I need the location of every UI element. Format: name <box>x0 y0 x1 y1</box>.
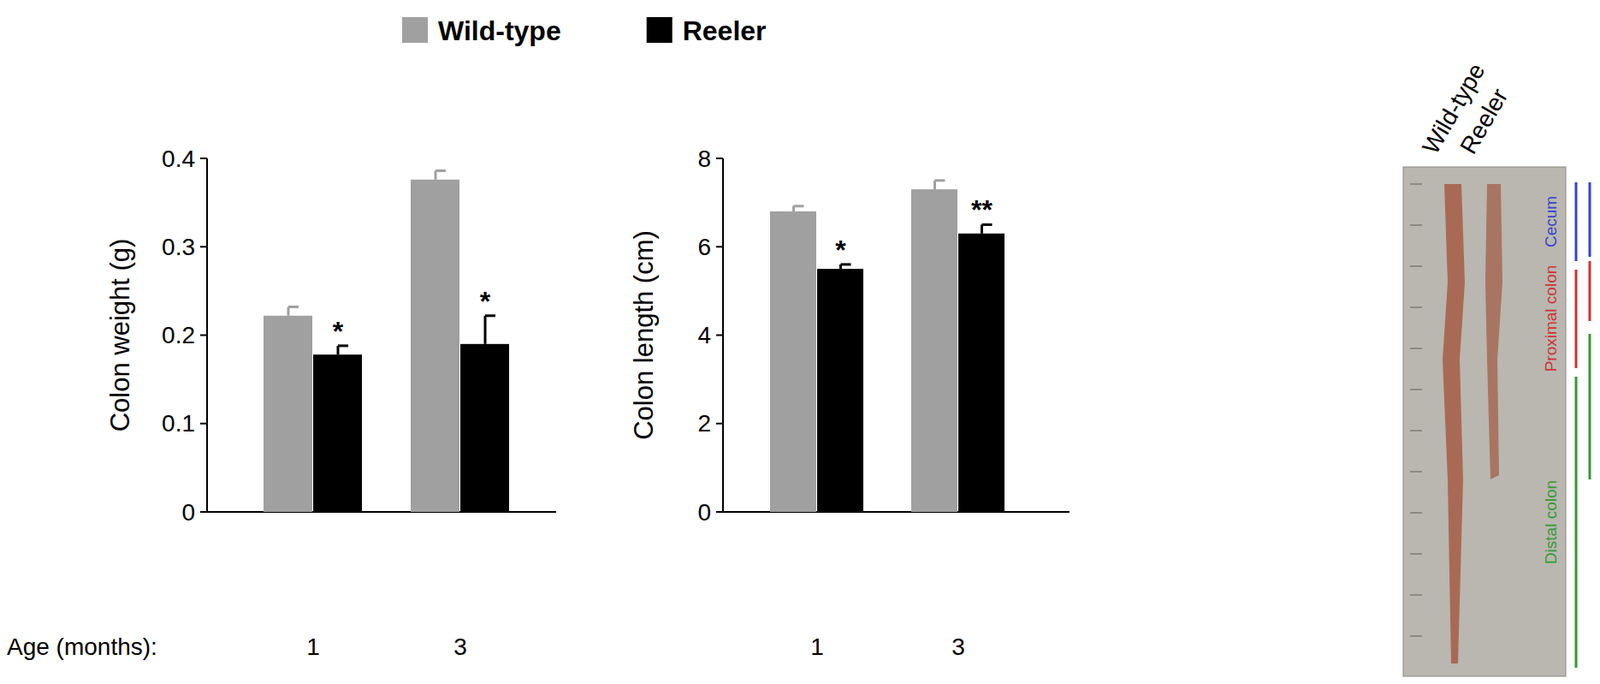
significance-mark: * <box>480 285 492 317</box>
error-cap <box>288 305 299 309</box>
error-cap <box>435 169 446 172</box>
legend-label: Reeler <box>682 15 767 47</box>
y-axis-title: Colon length (cm) <box>628 230 659 440</box>
bars <box>263 170 510 512</box>
y-tick <box>716 334 723 337</box>
error-line <box>434 170 438 179</box>
bar <box>817 268 864 512</box>
ruler-mark <box>1410 306 1423 309</box>
x-tick-label: 1 <box>306 633 320 660</box>
segment-line <box>1588 260 1592 321</box>
y-tick-label: 0 <box>697 498 712 526</box>
error-bar <box>337 345 349 355</box>
segment-label: Proximal colon <box>1541 265 1560 373</box>
y-axis-title: Colon weight (g) <box>105 238 136 433</box>
bars <box>770 180 1005 512</box>
colon-wild-type <box>1442 183 1465 664</box>
significance-mark: * <box>332 315 344 347</box>
error-bar <box>435 170 446 179</box>
y-tick <box>716 422 723 425</box>
photo-column-label: Reeler <box>1454 83 1513 159</box>
y-tick-label: 0.1 <box>161 409 196 437</box>
segment-line <box>1575 182 1578 261</box>
y-tick <box>716 245 723 248</box>
legend-label: Wild-type <box>438 15 562 47</box>
ruler-mark <box>1410 552 1423 555</box>
photo-panel: Wild-typeReelerCecumProximal colonDistal… <box>1403 58 1590 676</box>
bar <box>460 343 510 512</box>
ruler-mark <box>1410 470 1423 473</box>
significance-mark: * <box>835 234 847 266</box>
y-tick <box>716 510 723 513</box>
y-tick <box>200 422 208 425</box>
ruler-mark <box>1410 183 1423 185</box>
error-bar <box>982 224 993 233</box>
bar <box>770 211 817 512</box>
photo <box>1403 166 1566 676</box>
y-tick-label: 0 <box>181 498 196 526</box>
y-tick-label: 2 <box>697 409 712 437</box>
y-tick <box>716 157 723 160</box>
bar <box>958 233 1005 512</box>
ruler-mark <box>1410 593 1423 596</box>
ruler-mark <box>1410 265 1423 267</box>
segment-line <box>1588 182 1592 257</box>
ruler-mark <box>1410 511 1423 514</box>
error-bar <box>485 315 496 344</box>
legend-swatch <box>402 17 428 43</box>
colon-reeler <box>1485 183 1503 480</box>
bar <box>313 354 362 512</box>
chart-panel: 0 0.1 0.2 0.3 0.4 Colon weight (g) 1 * 3 * Age (mo… <box>6 145 557 660</box>
x-tick-label: 1 <box>810 633 824 660</box>
legend-swatch <box>646 17 673 43</box>
y-tick <box>200 510 208 513</box>
error-line <box>484 315 487 344</box>
ruler-mark <box>1410 224 1423 226</box>
ruler-mark <box>1410 388 1423 391</box>
ruler-mark <box>1410 347 1423 350</box>
segment-label: Distal colon <box>1541 480 1560 564</box>
x-tick-label: 3 <box>951 633 966 660</box>
y-tick <box>200 334 208 337</box>
legend: Wild-type Reeler <box>402 15 767 47</box>
y-tick-label: 0.2 <box>161 321 196 349</box>
error-line <box>933 180 937 190</box>
y-tick <box>200 157 208 160</box>
error-cap <box>935 178 946 182</box>
ruler-mark <box>1410 634 1423 637</box>
segment-line <box>1575 376 1578 668</box>
y-tick-label: 4 <box>697 321 712 349</box>
bar <box>410 179 460 512</box>
error-line <box>337 345 340 355</box>
error-cap <box>794 204 805 208</box>
bar <box>263 315 313 512</box>
y-tick-label: 0.3 <box>161 233 196 261</box>
y-tick-label: 6 <box>697 233 712 261</box>
error-bar <box>935 180 946 190</box>
error-line <box>287 306 291 315</box>
y-tick-label: 8 <box>697 145 712 172</box>
significance-mark: ** <box>971 194 993 226</box>
bar <box>911 189 958 512</box>
ruler-mark <box>1410 429 1423 432</box>
chart-panel: 0 2 4 6 8 Colon length (cm) 1 * 3 ** <box>628 145 1071 660</box>
y-tick <box>200 245 208 248</box>
segment-label: Cecum <box>1541 195 1560 248</box>
error-bar <box>794 206 805 212</box>
x-tick-label: 3 <box>453 633 468 660</box>
error-line <box>980 224 984 233</box>
x-axis-title: Age (months): <box>6 633 158 660</box>
y-tick-label: 0.4 <box>161 145 196 172</box>
segment-line <box>1575 269 1578 368</box>
error-bar <box>288 306 299 315</box>
figure: 0 0.1 0.2 0.3 0.4 Colon weight (g) 1 * 3 * Age (mo… <box>0 0 1600 684</box>
segment-line <box>1588 333 1592 480</box>
